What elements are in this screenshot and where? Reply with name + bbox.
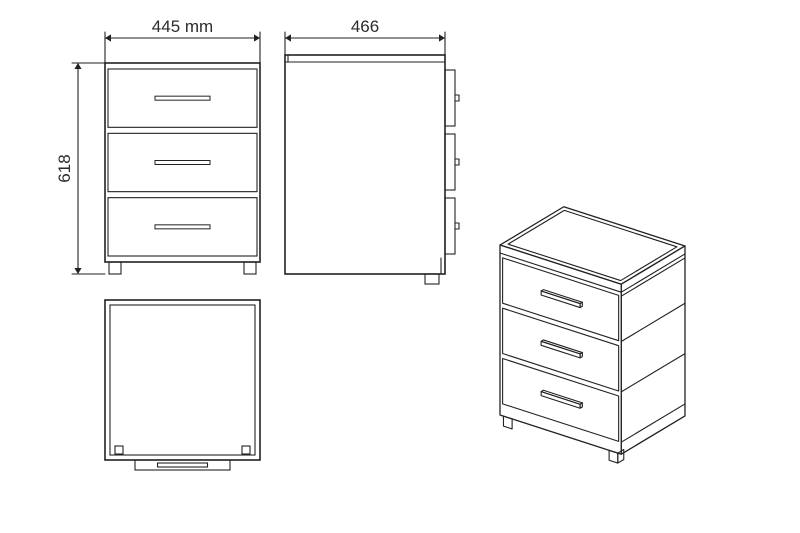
dim-height-label: 618 xyxy=(55,154,74,182)
isometric-view xyxy=(500,207,685,463)
side-view xyxy=(285,55,459,284)
dim-width-label: 445 mm xyxy=(152,17,213,36)
dim-depth-label: 466 xyxy=(351,17,379,36)
front-view xyxy=(105,63,260,274)
top-view xyxy=(105,300,260,470)
